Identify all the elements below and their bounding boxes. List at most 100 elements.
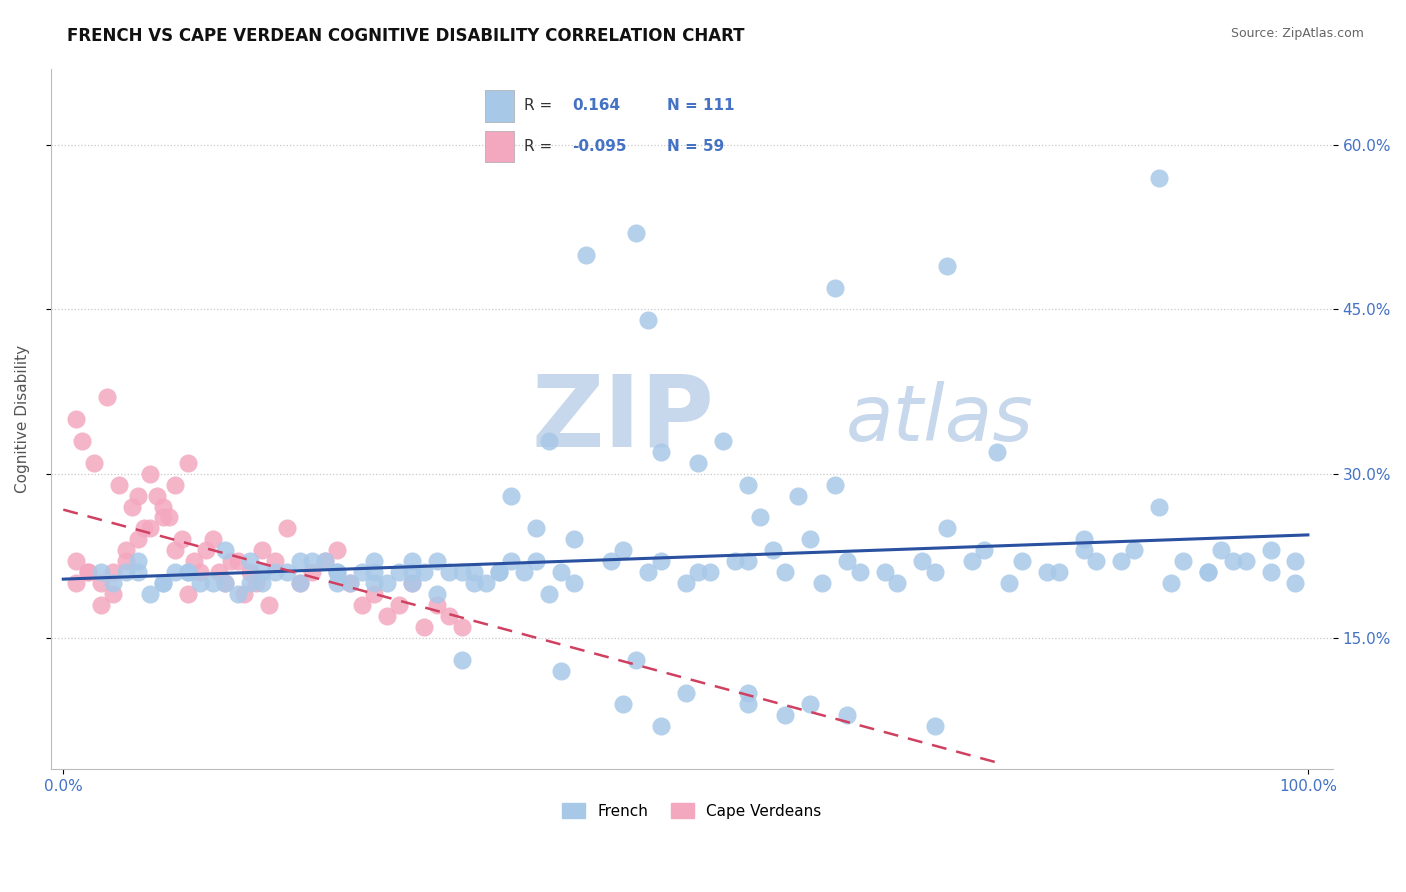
Point — [288, 554, 311, 568]
Y-axis label: Cognitive Disability: Cognitive Disability — [15, 345, 30, 493]
Point — [749, 510, 772, 524]
Point — [183, 554, 205, 568]
Point — [165, 565, 187, 579]
Point — [686, 565, 709, 579]
Point — [326, 543, 349, 558]
Point — [288, 576, 311, 591]
Point — [165, 543, 187, 558]
Point — [550, 565, 572, 579]
Point — [737, 686, 759, 700]
Point — [1035, 565, 1057, 579]
Point — [96, 390, 118, 404]
Point — [650, 554, 672, 568]
Point — [288, 576, 311, 591]
Point — [1197, 565, 1219, 579]
Point — [90, 598, 112, 612]
Point — [65, 412, 87, 426]
Point — [221, 554, 243, 568]
Point — [737, 477, 759, 491]
Point — [326, 565, 349, 579]
Point — [195, 543, 218, 558]
Point — [65, 554, 87, 568]
Point — [413, 620, 436, 634]
Point — [1209, 543, 1232, 558]
Point — [65, 576, 87, 591]
Point — [675, 576, 697, 591]
Point — [152, 510, 174, 524]
Point — [686, 456, 709, 470]
Point — [114, 554, 136, 568]
Point — [1260, 543, 1282, 558]
Point — [960, 554, 983, 568]
Point — [650, 444, 672, 458]
Point — [239, 554, 262, 568]
Point — [562, 533, 585, 547]
Point — [363, 565, 385, 579]
Point — [339, 576, 361, 591]
Point — [114, 565, 136, 579]
Point — [188, 565, 211, 579]
Point — [1173, 554, 1195, 568]
Text: Source: ZipAtlas.com: Source: ZipAtlas.com — [1230, 27, 1364, 40]
Point — [77, 565, 100, 579]
Point — [350, 598, 373, 612]
Point — [90, 565, 112, 579]
Point — [873, 565, 896, 579]
Point — [524, 554, 547, 568]
Point — [152, 500, 174, 514]
Point — [1222, 554, 1244, 568]
Point — [799, 697, 821, 711]
Point — [450, 620, 472, 634]
Point — [214, 543, 236, 558]
Point — [214, 576, 236, 591]
Point — [824, 280, 846, 294]
Point — [127, 565, 149, 579]
Point — [152, 576, 174, 591]
Point — [152, 576, 174, 591]
Point — [170, 533, 193, 547]
Point — [737, 697, 759, 711]
Point — [363, 554, 385, 568]
Point — [773, 565, 796, 579]
Point — [936, 521, 959, 535]
Point — [998, 576, 1021, 591]
Point — [450, 565, 472, 579]
Point — [599, 554, 621, 568]
Point — [426, 598, 449, 612]
Point — [1147, 171, 1170, 186]
Point — [101, 565, 124, 579]
Point — [257, 598, 280, 612]
Point — [1085, 554, 1108, 568]
Point — [413, 565, 436, 579]
Point — [127, 489, 149, 503]
Point — [650, 718, 672, 732]
Point — [139, 467, 162, 481]
Point — [375, 576, 398, 591]
Point — [513, 565, 536, 579]
Point — [165, 477, 187, 491]
Point — [252, 543, 274, 558]
Text: FRENCH VS CAPE VERDEAN COGNITIVE DISABILITY CORRELATION CHART: FRENCH VS CAPE VERDEAN COGNITIVE DISABIL… — [67, 27, 745, 45]
Point — [524, 521, 547, 535]
Point — [276, 521, 298, 535]
Point — [426, 587, 449, 601]
Point — [612, 543, 634, 558]
Point — [177, 565, 200, 579]
Point — [1284, 554, 1306, 568]
Point — [263, 554, 285, 568]
Point — [139, 587, 162, 601]
Point — [637, 565, 659, 579]
Point — [924, 718, 946, 732]
Point — [537, 587, 560, 601]
Point — [157, 510, 180, 524]
Point — [145, 489, 167, 503]
Point — [375, 609, 398, 624]
Point — [699, 565, 721, 579]
Point — [737, 554, 759, 568]
Point — [575, 247, 598, 261]
Point — [824, 477, 846, 491]
Point — [1109, 554, 1132, 568]
Point — [121, 500, 143, 514]
Point — [437, 565, 460, 579]
Point — [177, 587, 200, 601]
